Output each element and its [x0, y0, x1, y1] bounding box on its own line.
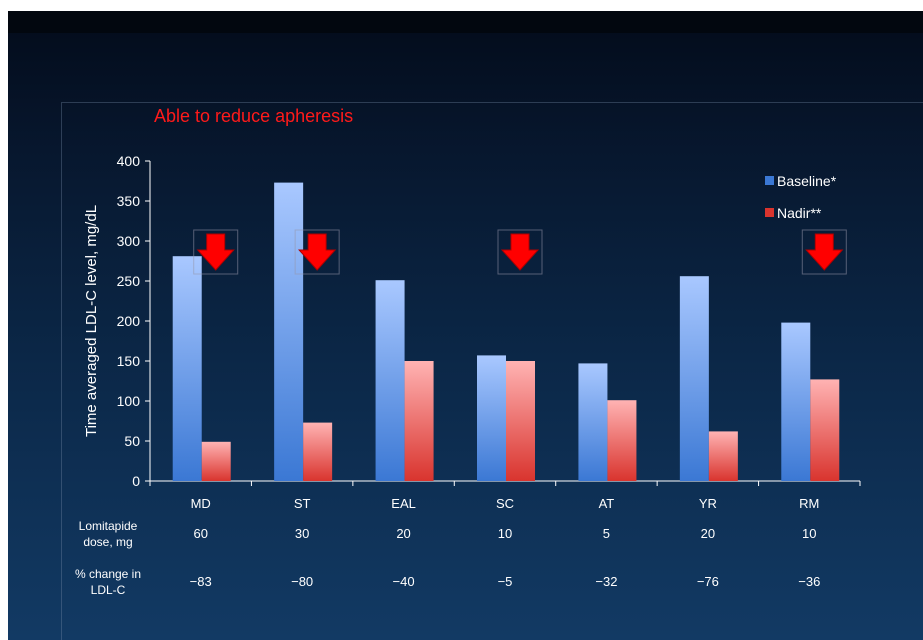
down-arrow-icon	[801, 229, 847, 275]
y-tick-label: 400	[117, 153, 141, 169]
bar-baseline-rm	[781, 322, 811, 481]
bar-nadir-sc	[506, 361, 535, 481]
category-label: EAL	[391, 496, 416, 511]
y-axis-title: Time averaged LDL-C level, mg/dL	[83, 205, 100, 437]
bar-baseline-md	[172, 256, 202, 481]
bar-nadir-rm	[810, 379, 840, 481]
slide: Able to reduce apheresis 0 50 100 150 200 250…	[8, 11, 923, 640]
y-tick-label: 350	[117, 193, 141, 209]
down-arrow-icon	[294, 229, 340, 275]
top-band	[8, 11, 923, 33]
bar-baseline-st	[274, 182, 304, 481]
bar-chart: 0 50 100 150 200 250 300 350 400 Time averaged LD…	[75, 153, 861, 597]
legend-label-nadir: Nadir**	[777, 205, 822, 221]
category-label: SC	[496, 496, 514, 511]
row-value: −76	[697, 574, 719, 589]
y-tick-label: 100	[117, 393, 141, 409]
row-value: −40	[393, 574, 415, 589]
bar-nadir-st	[303, 422, 333, 481]
y-tick-label: 200	[117, 313, 141, 329]
category-label: ST	[294, 496, 311, 511]
row-value: −83	[190, 574, 212, 589]
chart-subtitle: Able to reduce apheresis	[154, 106, 354, 126]
row-value: 10	[498, 526, 512, 541]
y-tick-label: 0	[132, 473, 140, 489]
bar-nadir-eal	[404, 361, 434, 481]
row-value: 20	[701, 526, 715, 541]
row-value: 5	[603, 526, 610, 541]
category-label: MD	[191, 496, 211, 511]
row-label: % change in	[75, 567, 141, 581]
legend-swatch-nadir	[765, 208, 774, 217]
category-label: YR	[699, 496, 717, 511]
bar-nadir-yr	[708, 431, 738, 481]
y-tick-label: 150	[117, 353, 141, 369]
row-label: dose, mg	[83, 535, 132, 549]
row-value: 10	[802, 526, 816, 541]
bar-baseline-at	[578, 363, 608, 481]
row-value: −36	[798, 574, 820, 589]
y-tick-label: 300	[117, 233, 141, 249]
bar-baseline-sc	[477, 355, 506, 481]
bar-nadir-at	[607, 400, 637, 481]
row-value: −80	[291, 574, 313, 589]
category-label: RM	[799, 496, 819, 511]
bar-nadir-md	[201, 441, 231, 481]
row-label: Lomitapide	[79, 519, 138, 533]
row-value: −5	[498, 574, 513, 589]
down-arrow-icon	[193, 229, 239, 275]
row-value: 30	[295, 526, 309, 541]
y-tick-label: 250	[117, 273, 141, 289]
bar-baseline-yr	[679, 276, 709, 481]
category-label: AT	[599, 496, 615, 511]
row-value: 60	[193, 526, 207, 541]
plot-frame	[61, 102, 923, 640]
row-label: LDL-C	[91, 583, 126, 597]
row-value: 20	[396, 526, 410, 541]
down-arrow-icon	[497, 229, 543, 275]
bar-baseline-eal	[375, 280, 405, 481]
y-tick-label: 50	[124, 433, 140, 449]
legend-label-baseline: Baseline*	[777, 173, 837, 189]
legend-swatch-baseline	[765, 176, 774, 185]
row-value: −32	[595, 574, 617, 589]
